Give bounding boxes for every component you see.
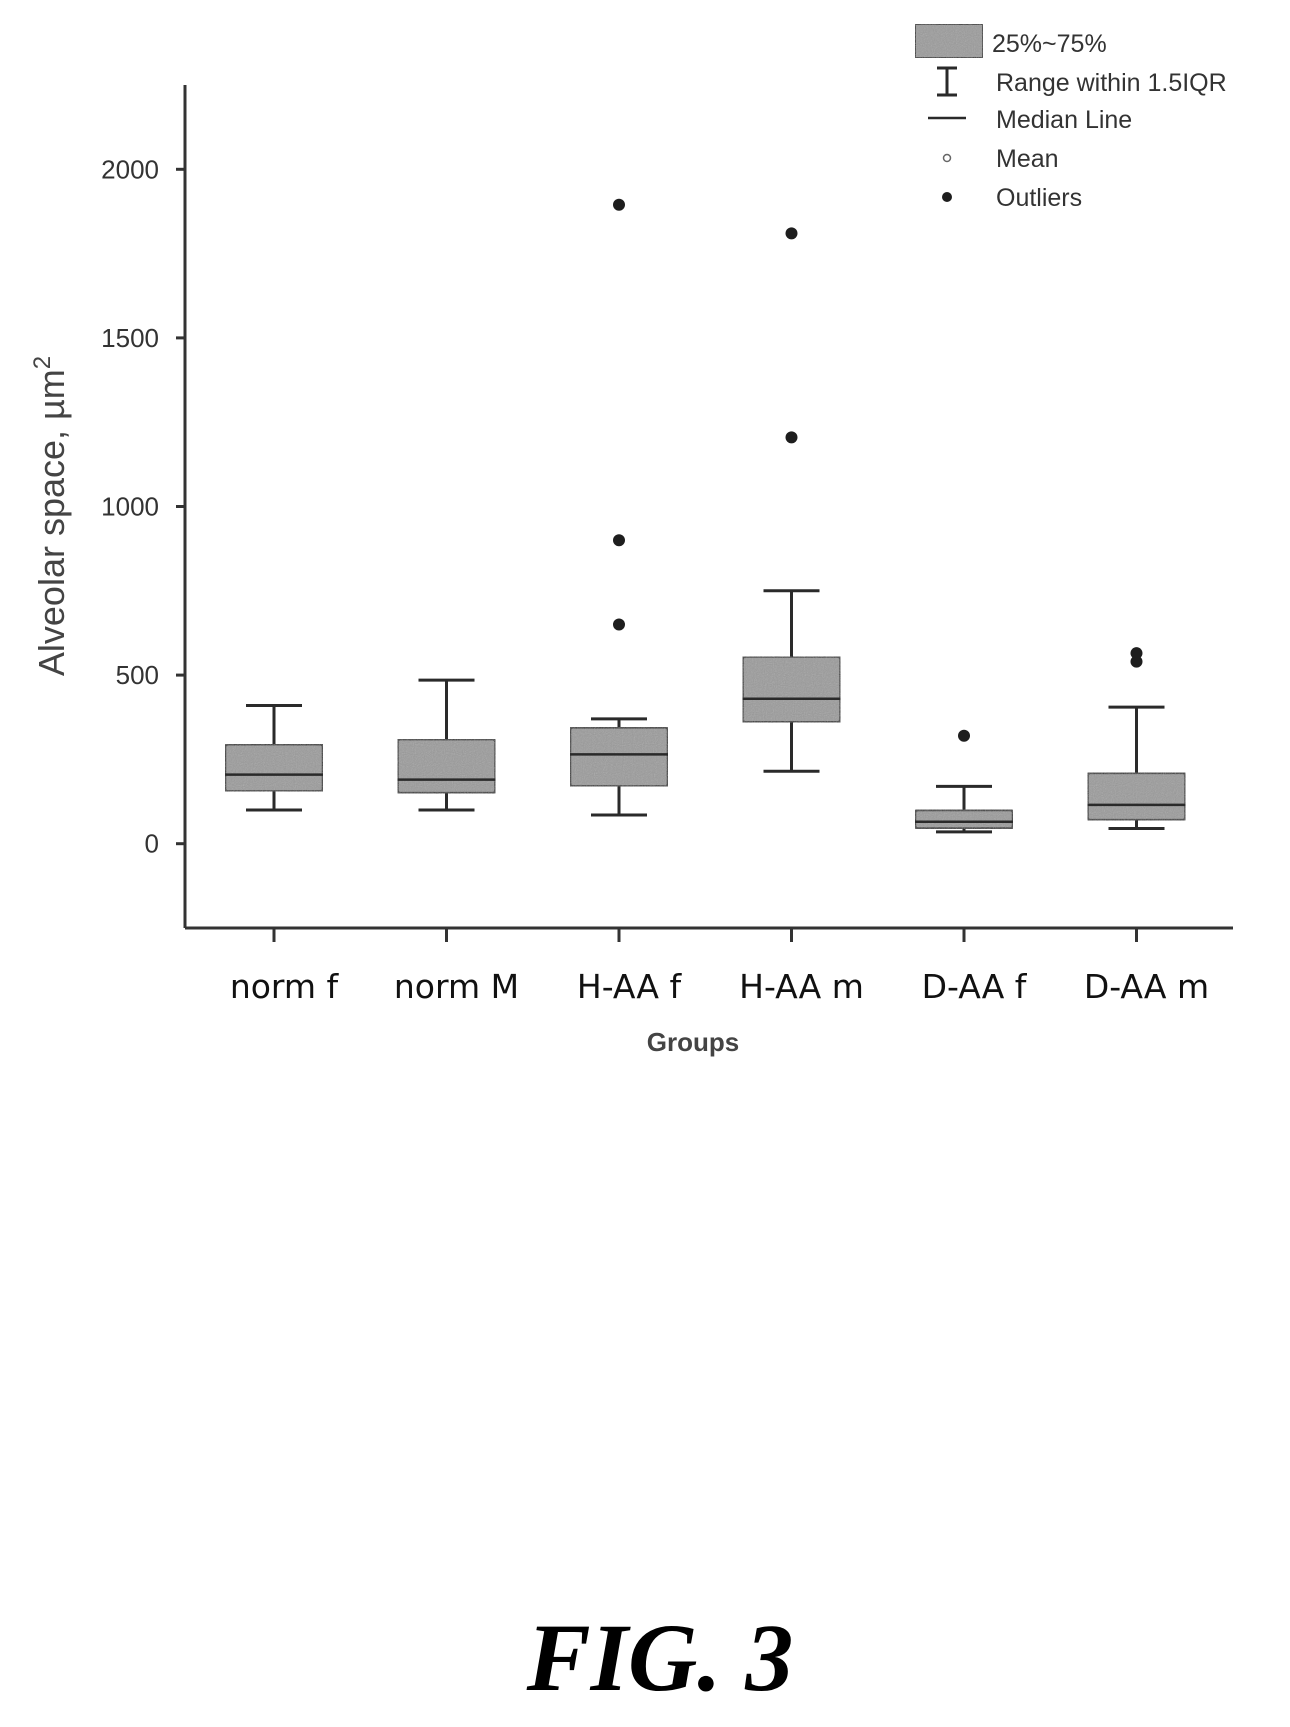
legend-outlier-icon — [942, 192, 952, 202]
y-tick-label: 2000 — [101, 154, 159, 184]
legend-entry-outliers: Outliers — [996, 184, 1082, 212]
x-tick-label: D-AA f — [922, 967, 1028, 1006]
box-group — [223, 703, 325, 812]
legend-whisker-icon — [937, 66, 957, 97]
legend-entry-box: 25%~75% — [992, 30, 1107, 58]
iqr-box — [396, 737, 497, 795]
box-group — [741, 227, 842, 773]
y-axis-title-superscript: 2 — [29, 356, 56, 369]
box-group — [1086, 647, 1187, 831]
box-group — [913, 729, 1015, 834]
legend-entry-range: Range within 1.5IQR — [996, 69, 1227, 97]
iqr-box — [913, 808, 1015, 830]
outlier-point — [1130, 655, 1143, 668]
y-tick-label: 0 — [145, 829, 159, 859]
outlier-point — [613, 198, 625, 211]
figure-caption: FIG. 3 — [526, 1604, 794, 1711]
y-tick-label: 1000 — [101, 492, 159, 522]
x-tick-label: norm f — [230, 967, 340, 1006]
iqr-box — [1086, 771, 1187, 822]
iqr-box — [741, 655, 842, 724]
x-tick-label: H-AA f — [577, 967, 683, 1006]
y-axis-title-group: Alveolar space, µm2 — [29, 356, 72, 676]
x-axis-title: Groups — [647, 1027, 739, 1057]
outlier-point — [613, 534, 625, 547]
y-axis-title: Alveolar space, µm2 — [29, 356, 72, 676]
y-tick-label: 1500 — [101, 323, 159, 353]
outlier-point — [785, 227, 798, 240]
legend-entry-mean: Mean — [996, 145, 1059, 173]
x-tick-label: norm M — [394, 967, 519, 1006]
y-tick-label: 500 — [116, 660, 159, 690]
y-axis-title-text: Alveolar space, µm — [31, 369, 72, 676]
legend: 25%~75% Range within 1.5IQR Median Line … — [914, 23, 1227, 212]
iqr-box — [568, 726, 670, 788]
x-tick-label: H-AA m — [739, 967, 864, 1006]
iqr-box — [223, 742, 325, 793]
x-tick-label: D-AA m — [1084, 967, 1209, 1006]
legend-entry-median: Median Line — [996, 106, 1132, 134]
y-axis-ticks: 0 500 1000 1500 2000 — [101, 154, 185, 859]
legend-box-swatch — [914, 23, 984, 59]
outlier-point — [1130, 647, 1143, 660]
outlier-point — [958, 729, 970, 742]
box-group — [568, 198, 670, 817]
legend-mean-icon — [942, 153, 952, 163]
outlier-point — [613, 618, 625, 631]
x-axis-ticks: norm f norm M H-AA f H-AA m D-AA f D-AA m — [230, 928, 1209, 1006]
box-series — [223, 198, 1187, 834]
outlier-point — [785, 431, 798, 444]
box-group — [396, 678, 497, 812]
